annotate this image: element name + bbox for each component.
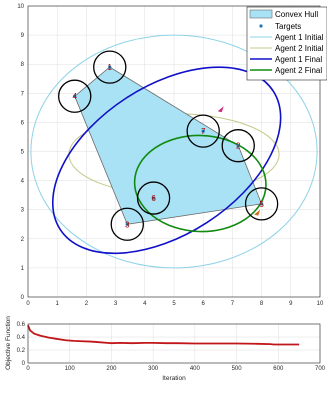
main-plot-frame [27,5,321,298]
main-y-tick-label: 10 [17,4,24,10]
main-x-tick-label: 7 [231,301,235,307]
main-y-ticks: 0 1 2 3 4 5 6 7 8 9 10 [17,4,24,301]
main-y-tick-label: 7 [21,91,25,97]
main-y-tick-label: 1 [21,266,25,272]
main-x-tick-label: 3 [114,301,118,307]
main-y-tick-label: 2 [21,237,25,243]
objective-y-ticks: 0 0.2 0.4 0.6 [17,322,26,367]
target-circle [244,187,279,221]
main-x-tick-label: 4 [143,301,147,307]
legend-label-convex-hull: Convex Hull [275,10,318,19]
main-x-ticks: 0 1 2 3 4 5 6 7 8 9 10 [26,301,324,307]
objective-x-ticks: 0 100 200 300 400 500 600 700 [26,366,325,372]
legend-swatch-targets [259,24,263,28]
main-y-tick-label: 0 [21,295,25,301]
main-y-tick-label: 3 [21,208,25,214]
main-x-tick-label: 9 [289,301,293,307]
ellipse-agent-1-initial [30,34,318,269]
main-x-tick-label: 10 [317,301,324,307]
target-point [236,144,240,148]
objective-y-tick-label: 0.2 [17,348,26,354]
legend-label-targets: Targets [275,22,301,31]
target-label: 7 [201,127,206,136]
objective-plot: 0 100 200 300 400 500 600 700 0 0.2 0.4 0.6 Iterat… [5,316,326,382]
target-point [73,94,77,98]
main-y-tick-label: 6 [21,120,25,126]
legend-item-agent1-final: Agent 1 Final [250,55,322,64]
agent-markers [217,106,261,216]
legend-swatch-convex-hull [249,9,273,19]
main-x-tick-label: 2 [85,301,89,307]
objective-x-tick-label: 400 [190,366,201,372]
target-circle [58,79,92,113]
main-x-tick-label: 1 [56,301,60,307]
main-x-tick-label: 0 [26,301,30,307]
legend-label-agent1-initial: Agent 1 Initial [275,33,324,42]
ellipse-agent-2-final [133,134,267,233]
objective-x-tick-label: 200 [106,366,117,372]
agent-marker [217,106,224,113]
legend-box [246,6,327,81]
main-plot: 1 2 3 4 5 6 7 0 1 2 3 4 5 6 7 8 9 10 0 1 2 3 4 5 6 7 8 9 10 Convex… [17,4,327,307]
legend-item-agent2-initial: Agent 2 Initial [250,44,324,53]
target-circle [186,114,220,148]
objective-x-tick-label: 0 [26,366,30,372]
target-circle [93,50,127,84]
final-ellipses [51,66,282,255]
objective-plot-frame [27,323,321,364]
objective-x-tick-label: 100 [65,366,76,372]
objective-y-axis-label: Objective Function [5,316,12,370]
legend-item-convex-hull: Convex Hull [249,9,318,19]
target-point [201,129,205,133]
legend-label-agent1-final: Agent 1 Final [275,55,322,64]
target-labels: 1 2 3 4 5 6 7 [72,63,264,229]
target-label: 2 [236,142,241,151]
target-circle [221,129,255,163]
objective-y-tick-label: 0.6 [17,322,26,328]
objective-y-tick-label: 0.4 [17,335,26,341]
agent-marker [254,209,261,216]
convex-hull [74,66,263,225]
target-circle [110,207,144,241]
main-y-tick-label: 9 [21,33,25,39]
legend-item-targets: Targets [259,22,301,31]
target-point [108,65,112,69]
objective-x-tick-label: 300 [148,366,159,372]
objective-x-tick-label: 600 [273,366,284,372]
main-x-tick-label: 8 [260,301,264,307]
legend-item-agent1-initial: Agent 1 Initial [250,33,324,42]
target-point [151,196,156,200]
main-y-tick-label: 4 [21,179,25,185]
legend-item-agent2-final: Agent 2 Final [250,66,322,75]
objective-y-tick-label: 0 [22,361,26,367]
legend: Convex Hull Targets Agent 1 Initial Agen… [246,6,327,81]
main-y-tick-label: 5 [21,150,25,156]
target-circles [58,50,279,241]
objective-x-tick-label: 500 [232,366,243,372]
legend-label-agent2-final: Agent 2 Final [275,66,322,75]
target-point [260,202,264,206]
ellipse-agent-1-final [51,66,282,255]
legend-label-agent2-initial: Agent 2 Initial [275,44,324,53]
main-x-tick-label: 5 [172,301,176,307]
main-x-tick-label: 6 [202,301,206,307]
target-point [125,222,129,226]
objective-x-tick-label: 700 [315,366,326,372]
main-y-tick-label: 8 [21,62,25,68]
target-label: 3 [125,220,130,229]
target-label: 5 [259,200,264,209]
objective-x-axis-label: Iteration [162,375,186,382]
target-label: 6 [151,194,156,203]
objective-series-line [27,324,300,346]
target-label: 1 [108,63,113,72]
target-label: 4 [72,92,77,101]
target-points [73,65,264,226]
target-circle [136,181,171,215]
